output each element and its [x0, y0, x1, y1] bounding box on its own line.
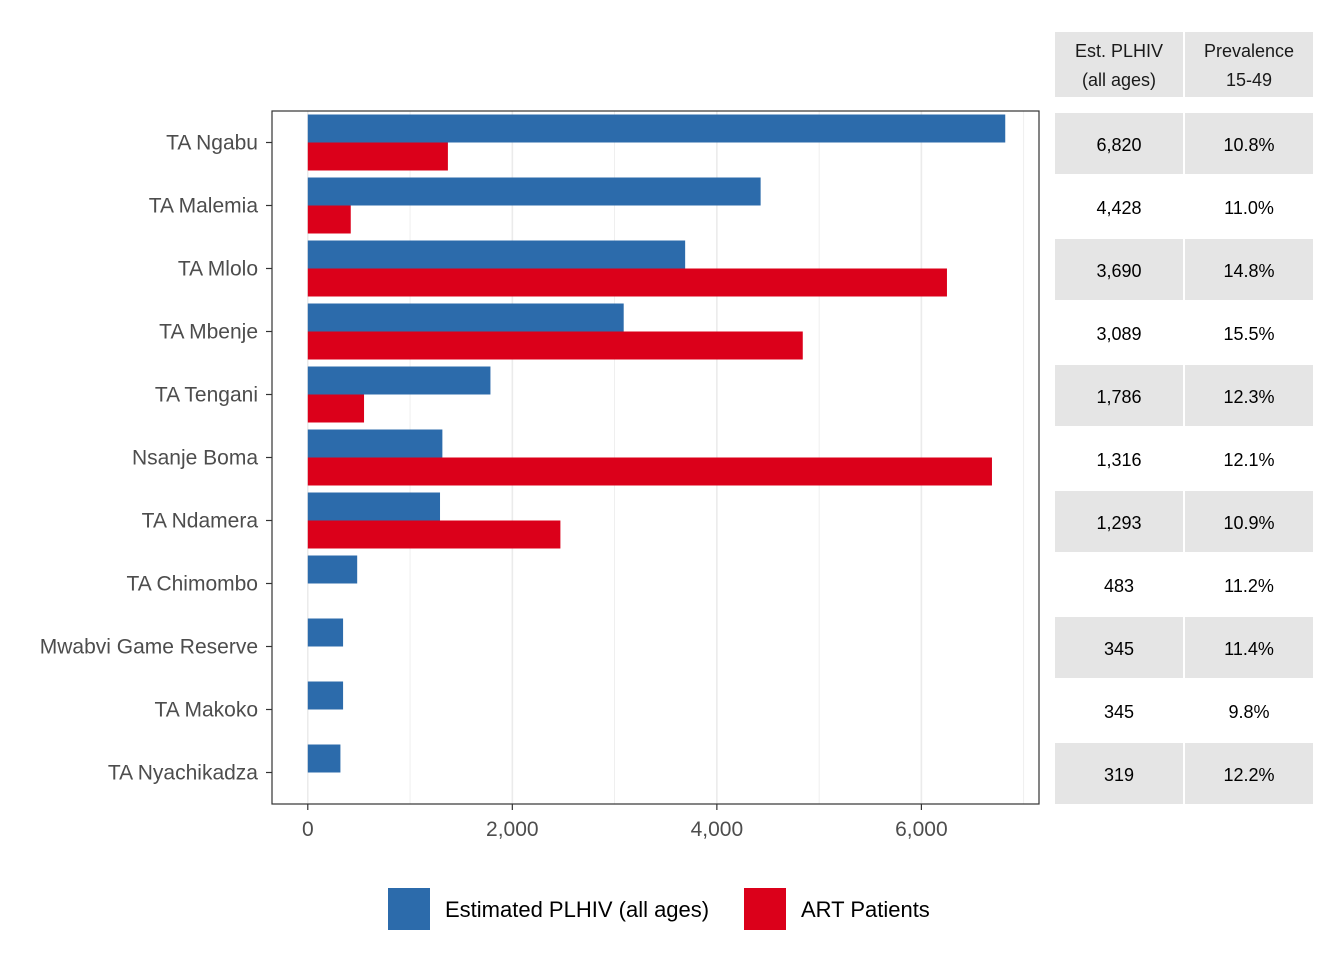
table-cell-shade [1055, 743, 1183, 804]
table-cell-shade [1185, 113, 1313, 174]
table-header-text: (all ages) [1082, 70, 1156, 90]
bar-estimated-plhiv [307, 366, 491, 395]
category-label: TA Ndamera [142, 510, 259, 533]
table-plhiv-value: 6,820 [1096, 135, 1141, 155]
category-label: TA Mbenje [159, 321, 258, 344]
table-prevalence-value: 15.5% [1223, 324, 1274, 344]
table-plhiv-value: 345 [1104, 702, 1134, 722]
bar-estimated-plhiv [307, 303, 624, 332]
category-label: Mwabvi Game Reserve [40, 636, 258, 659]
category-label: TA Tengani [155, 384, 258, 407]
bar-art-patients [307, 457, 992, 486]
table-cell-shade [1055, 113, 1183, 174]
x-tick-label: 2,000 [486, 818, 539, 841]
table-prevalence-value: 11.0% [1224, 198, 1274, 218]
table-cell-shade [1055, 617, 1183, 678]
table-plhiv-value: 4,428 [1096, 198, 1141, 218]
category-label: TA Ngabu [166, 132, 258, 155]
table-plhiv-value: 483 [1104, 576, 1134, 596]
table-prevalence-value: 11.2% [1224, 576, 1274, 596]
bar-estimated-plhiv [307, 114, 1006, 143]
table-plhiv-value: 1,316 [1096, 450, 1141, 470]
table-cell-shade [1185, 743, 1313, 804]
table-cell-shade [1185, 617, 1313, 678]
legend-label: ART Patients [801, 897, 930, 922]
legend-label: Estimated PLHIV (all ages) [445, 897, 709, 922]
category-label: Nsanje Boma [132, 447, 258, 470]
table-prevalence-value: 12.3% [1223, 387, 1274, 407]
bar-art-patients [307, 331, 803, 360]
bar-art-patients [307, 268, 947, 297]
bar-art-patients [307, 520, 561, 549]
bars [307, 114, 1006, 773]
category-label: TA Makoko [155, 699, 258, 722]
table-plhiv-value: 3,089 [1096, 324, 1141, 344]
bar-estimated-plhiv [307, 618, 344, 647]
bar-estimated-plhiv [307, 744, 341, 773]
data-table: Est. PLHIV (all ages) Prevalence 15-49 6,820… [1055, 32, 1313, 804]
table-plhiv-value: 3,690 [1096, 261, 1141, 281]
bar-estimated-plhiv [307, 429, 443, 458]
table-plhiv-value: 1,293 [1096, 513, 1141, 533]
table-prevalence-value: 12.1% [1223, 450, 1274, 470]
x-axis-ticks: 0 2,000 4,000 6,000 [302, 804, 948, 841]
y-axis-labels: TA Ngabu TA Malemia TA Mlolo TA Mbenje TA Te… [40, 132, 272, 785]
category-label: TA Mlolo [178, 258, 258, 281]
table-prevalence-value: 12.2% [1223, 765, 1274, 785]
legend-swatch [388, 888, 430, 930]
table-cell-shade [1185, 239, 1313, 300]
table-header-text: Est. PLHIV [1075, 41, 1163, 61]
table-plhiv-value: 1,786 [1096, 387, 1141, 407]
table-prevalence-value: 14.8% [1223, 261, 1274, 281]
table-cell-shade [1055, 491, 1183, 552]
category-label: TA Nyachikadza [108, 762, 258, 785]
bar-estimated-plhiv [307, 240, 686, 269]
table-prevalence-value: 10.9% [1223, 513, 1274, 533]
table-header-text: Prevalence [1204, 41, 1294, 61]
table-cell-shade [1055, 239, 1183, 300]
table-cell-shade [1185, 365, 1313, 426]
bar-estimated-plhiv [307, 681, 344, 710]
legend: Estimated PLHIV (all ages) ART Patients [388, 888, 930, 930]
category-label: TA Chimombo [127, 573, 259, 596]
table-cell-shade [1055, 365, 1183, 426]
bar-art-patients [307, 394, 365, 423]
table-header-cell [1185, 32, 1313, 97]
table-cell-shade [1185, 491, 1313, 552]
bar-art-patients [307, 142, 448, 171]
bar-estimated-plhiv [307, 492, 441, 521]
bar-estimated-plhiv [307, 177, 761, 206]
table-plhiv-value: 319 [1104, 765, 1134, 785]
bar-art-patients [307, 205, 351, 234]
table-plhiv-value: 345 [1104, 639, 1134, 659]
x-tick-label: 6,000 [895, 818, 948, 841]
table-header-cell [1055, 32, 1183, 97]
legend-swatch [744, 888, 786, 930]
table-prevalence-value: 11.4% [1224, 639, 1274, 659]
bar-estimated-plhiv [307, 555, 358, 584]
x-tick-label: 0 [302, 818, 314, 841]
x-tick-label: 4,000 [691, 818, 744, 841]
table-prevalence-value: 9.8% [1228, 702, 1269, 722]
table-prevalence-value: 10.8% [1223, 135, 1274, 155]
category-label: TA Malemia [149, 195, 259, 218]
table-header-text: 15-49 [1226, 70, 1272, 90]
